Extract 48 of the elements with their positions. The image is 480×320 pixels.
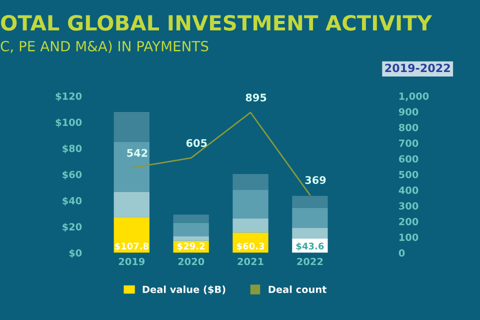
x-tick-label: 2020: [178, 258, 204, 266]
y2-tick-label: 800: [398, 124, 418, 132]
x-tick-label: 2022: [297, 258, 323, 266]
y-tick-label: $100: [56, 118, 82, 128]
total-label: $107.8: [114, 242, 149, 251]
x-tick-label: 2019: [118, 258, 145, 266]
y-tick-label: $80: [62, 144, 82, 154]
y-tick-label: $60: [62, 170, 82, 180]
legend-label: Deal value ($B): [142, 286, 226, 294]
y2-tick-label: 200: [399, 218, 418, 226]
total-label: $43.6: [296, 242, 324, 251]
bar: [292, 196, 328, 208]
x-tick-label: 2021: [238, 258, 264, 266]
bar: [114, 192, 150, 218]
total-label: $60.3: [236, 242, 264, 251]
bar: [232, 190, 268, 218]
y2-tick-label: 0: [398, 249, 405, 257]
y2-tick-label: 700: [399, 140, 418, 147]
bar: [114, 112, 150, 142]
data-label: 895: [246, 94, 266, 102]
y2-tick-label: 500: [399, 170, 418, 178]
bar: [292, 208, 328, 228]
bar: [173, 214, 209, 223]
data-label: 605: [186, 139, 207, 147]
y-tick-label: $20: [62, 222, 82, 232]
y2-tick-label: 1,000: [399, 92, 429, 102]
y2-tick-label: 600: [398, 155, 418, 163]
y-tick-label: $120: [56, 92, 82, 102]
bar: [292, 228, 328, 238]
data-label: 369: [305, 176, 326, 184]
chart-subtitle: C, PE AND M&A) IN PAYMENTS: [0, 40, 208, 54]
y2-tick-label: 400: [398, 186, 418, 194]
bar: [114, 217, 150, 253]
bar: [173, 222, 209, 236]
bar: [232, 174, 268, 190]
y-tick-label: $40: [62, 196, 82, 206]
y-tick-label: $0: [69, 249, 82, 258]
bar: [173, 236, 209, 241]
y2-tick-label: 300: [399, 202, 418, 210]
bar: [114, 142, 150, 192]
bar: [232, 218, 268, 233]
text: 2019-2022: [385, 64, 450, 72]
y2-tick-label: 900: [398, 108, 418, 116]
legend-label: Deal count: [268, 286, 327, 294]
chart-title: OTAL GLOBAL INVESTMENT ACTIVITY: [1, 14, 432, 31]
total-label: $29.2: [178, 242, 205, 251]
y2-tick-label: 100: [399, 234, 418, 241]
data-label: 542: [127, 148, 148, 157]
